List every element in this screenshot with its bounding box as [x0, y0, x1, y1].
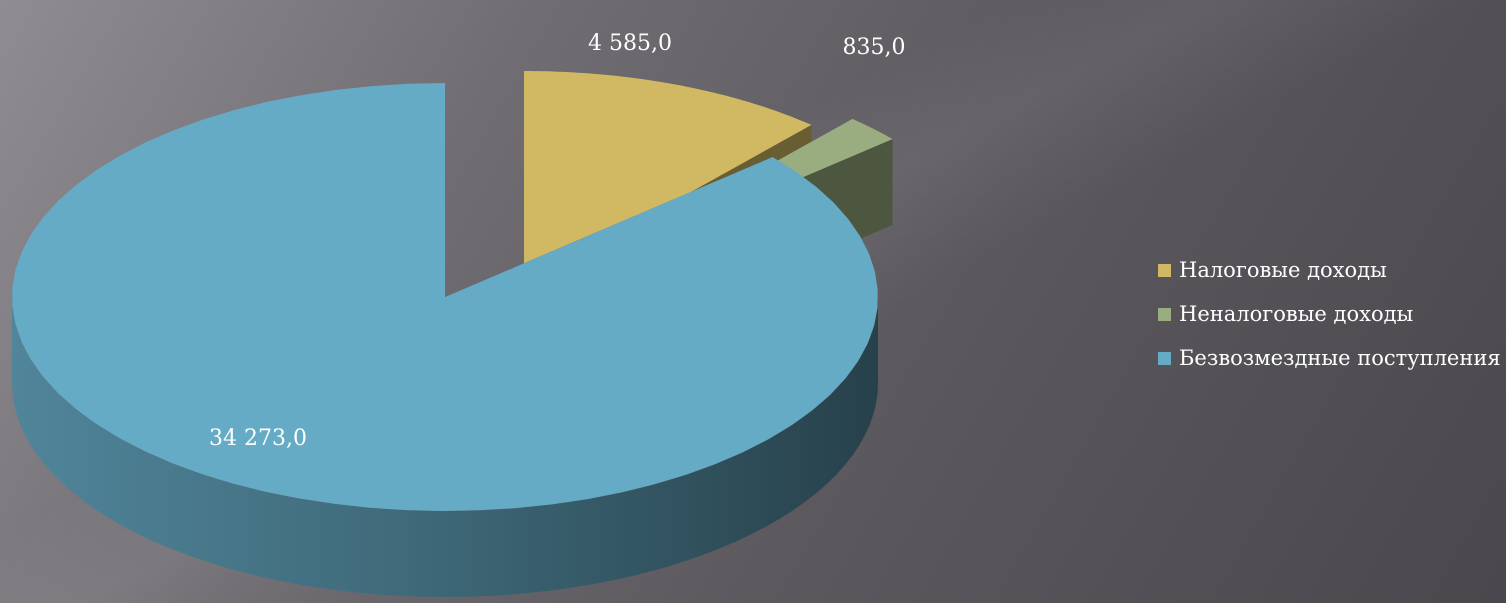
legend-label: Налоговые доходы: [1179, 258, 1387, 282]
legend-swatch: [1158, 351, 1171, 365]
legend: Налоговые доходы Неналоговые доходы Безв…: [1158, 258, 1501, 390]
data-labels: 4 585,0 835,0 34 273,0: [209, 31, 905, 451]
data-label-non-tax-revenue: 835,0: [843, 35, 906, 60]
legend-item-non-tax-revenue: Неналоговые доходы: [1158, 302, 1501, 326]
legend-swatch: [1158, 307, 1171, 321]
pie-slices: [12, 71, 893, 597]
pie-slice-gratuitous-receipts: [12, 83, 878, 597]
legend-label: Безвозмездные поступления: [1179, 346, 1501, 370]
data-label-tax-revenue: 4 585,0: [588, 31, 672, 56]
data-label-gratuitous-receipts: 34 273,0: [209, 426, 307, 451]
legend-label: Неналоговые доходы: [1179, 302, 1414, 326]
legend-item-gratuitous-receipts: Безвозмездные поступления: [1158, 346, 1501, 370]
legend-swatch: [1158, 263, 1171, 277]
legend-item-tax-revenue: Налоговые доходы: [1158, 258, 1501, 282]
